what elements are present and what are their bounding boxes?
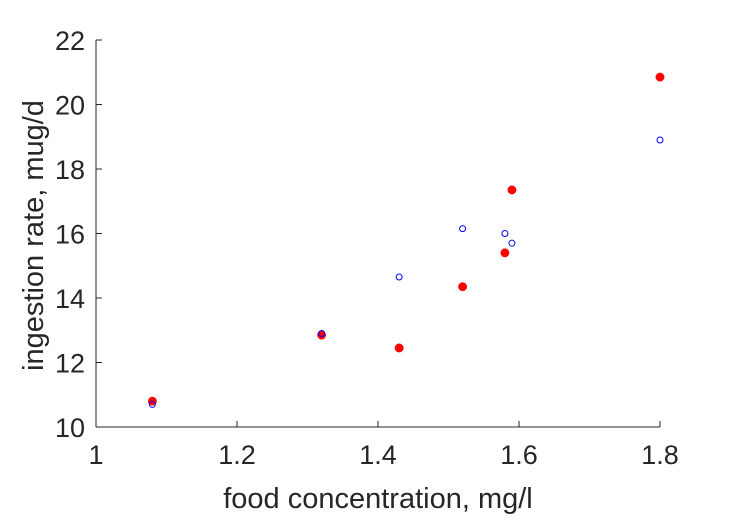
x-tick-label: 1.8: [641, 440, 679, 470]
open-point: [148, 400, 156, 408]
x-tick-label: 1.4: [359, 440, 397, 470]
filled-point: [507, 185, 517, 195]
y-tick-label: 12: [55, 349, 85, 379]
filled-point: [500, 248, 510, 258]
y-tick-label: 18: [55, 155, 85, 185]
axes: 1 1.2 1.4 1.6 1.8 10 12 14 16 18 20 22: [55, 26, 679, 470]
y-tick-label: 10: [55, 413, 85, 443]
x-tick-label: 1.2: [218, 440, 256, 470]
data-points: [147, 72, 665, 408]
x-tick-label: 1: [88, 440, 103, 470]
filled-point: [394, 343, 404, 353]
filled-point: [458, 282, 468, 292]
filled-point: [655, 72, 665, 82]
open-point: [459, 225, 467, 233]
y-tick-label: 14: [55, 284, 85, 314]
x-axis-label: food concentration, mg/l: [223, 483, 533, 515]
open-point: [508, 239, 516, 247]
y-axis-label: ingestion rate, mug/d: [18, 100, 50, 371]
y-tick-label: 20: [55, 91, 85, 121]
y-tick-label: 16: [55, 220, 85, 250]
open-point: [318, 329, 326, 337]
y-tick-label: 22: [55, 26, 85, 56]
open-point: [395, 273, 403, 281]
open-point: [501, 230, 509, 237]
x-tick-label: 1.6: [500, 440, 538, 470]
open-point: [656, 136, 664, 144]
